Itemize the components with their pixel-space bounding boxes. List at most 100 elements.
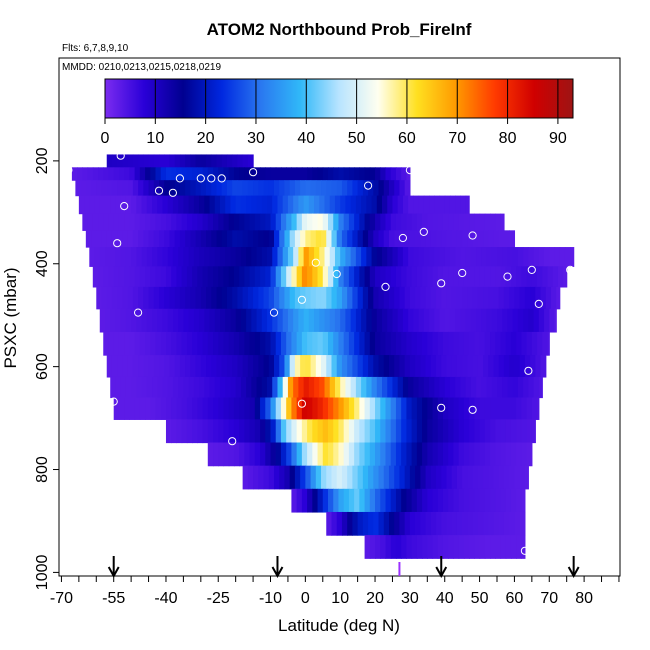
heat-cell — [528, 376, 535, 399]
heat-cell — [542, 331, 549, 356]
heat-cell — [531, 419, 536, 444]
x-tick-label: 70 — [540, 590, 558, 607]
heat-cell — [246, 308, 252, 333]
heat-cell — [301, 331, 308, 356]
heat-cell — [331, 511, 338, 536]
y-tick-label: 800 — [34, 456, 51, 483]
heat-cell — [213, 419, 219, 444]
heat-cell — [547, 266, 554, 288]
heat-cell — [495, 535, 502, 559]
heat-cell — [265, 442, 272, 467]
heat-cell — [354, 213, 360, 231]
heat-cell — [118, 213, 125, 231]
heat-cell — [242, 465, 249, 490]
heat-cell — [167, 195, 174, 215]
heat-cell — [85, 230, 92, 248]
heat-cell — [357, 355, 364, 378]
heat-cell — [362, 286, 369, 310]
heat-cell — [258, 230, 265, 248]
heat-cell — [394, 180, 401, 197]
heat-cell — [221, 355, 228, 378]
heat-cell — [186, 397, 193, 420]
heat-cell — [216, 180, 223, 197]
heat-cell — [474, 213, 481, 231]
heat-cell — [186, 266, 193, 288]
heat-cell — [246, 195, 252, 215]
heat-cell — [557, 266, 564, 288]
heat-cell — [275, 167, 282, 181]
heat-cell — [376, 308, 383, 333]
heat-cell — [505, 397, 512, 420]
heat-cell — [505, 535, 512, 559]
heat-cell — [436, 286, 442, 310]
heat-cell — [441, 511, 448, 536]
heat-cell — [483, 511, 489, 536]
heat-cell — [463, 442, 470, 467]
heat-cell — [118, 397, 125, 420]
heat-cell — [500, 442, 507, 467]
heat-cell — [385, 167, 392, 181]
colorbar-tick-label: 90 — [549, 130, 567, 147]
heat-cell — [476, 308, 482, 333]
heat-cell — [138, 230, 144, 248]
heat-cell — [474, 397, 481, 420]
heat-cell — [390, 213, 397, 231]
heat-cell — [195, 286, 202, 310]
sample-point — [113, 239, 122, 248]
heat-cell — [397, 308, 404, 333]
heat-cell — [387, 247, 394, 267]
heat-cell — [240, 376, 247, 399]
heat-cell — [294, 230, 301, 248]
heat-cell — [244, 442, 251, 467]
heat-cell — [301, 442, 308, 467]
heat-cell — [390, 488, 397, 513]
heat-cell — [322, 419, 329, 444]
heat-cell — [465, 376, 472, 399]
heat-cell — [289, 286, 296, 310]
heat-cell — [415, 230, 421, 248]
heat-cell — [493, 286, 500, 310]
heat-cell — [326, 286, 333, 310]
heat-cell — [111, 180, 118, 197]
heat-cell — [477, 465, 484, 490]
heat-cell — [129, 397, 136, 420]
heat-cell — [165, 167, 172, 181]
heat-cell — [223, 213, 230, 231]
heat-cell — [141, 247, 148, 267]
heat-cell — [401, 488, 408, 513]
heat-cell — [303, 247, 310, 267]
heat-cell — [113, 167, 120, 181]
heat-cell — [495, 442, 502, 467]
heat-cell — [500, 331, 507, 356]
heat-cell — [514, 511, 521, 536]
heat-cell — [279, 230, 286, 248]
heat-cell — [437, 442, 444, 467]
heat-cell — [455, 195, 462, 215]
heat-cell — [206, 154, 212, 168]
heat-cell — [378, 355, 385, 378]
sample-point — [527, 265, 536, 274]
sample-point — [175, 174, 184, 183]
latitude-arrowhead — [435, 566, 448, 579]
heat-cell — [183, 195, 190, 215]
heat-cell — [301, 213, 308, 231]
heat-cell — [448, 535, 455, 559]
heat-cell — [488, 286, 495, 310]
heat-cell — [420, 355, 427, 378]
heat-cell — [502, 308, 509, 333]
heat-cell — [369, 535, 376, 559]
heat-cell — [430, 286, 437, 310]
heat-cell — [350, 308, 357, 333]
heat-cell — [352, 286, 359, 310]
heat-cell — [200, 355, 207, 378]
heat-cell — [314, 195, 320, 215]
heat-cell — [192, 213, 198, 231]
heat-cell — [530, 286, 536, 310]
heat-cell — [200, 154, 207, 168]
heat-cell — [451, 511, 458, 536]
heat-cell — [355, 247, 362, 267]
heat-cell — [474, 266, 481, 288]
heat-cell — [350, 247, 357, 267]
heat-cell — [456, 511, 463, 536]
heat-cell — [307, 213, 313, 231]
